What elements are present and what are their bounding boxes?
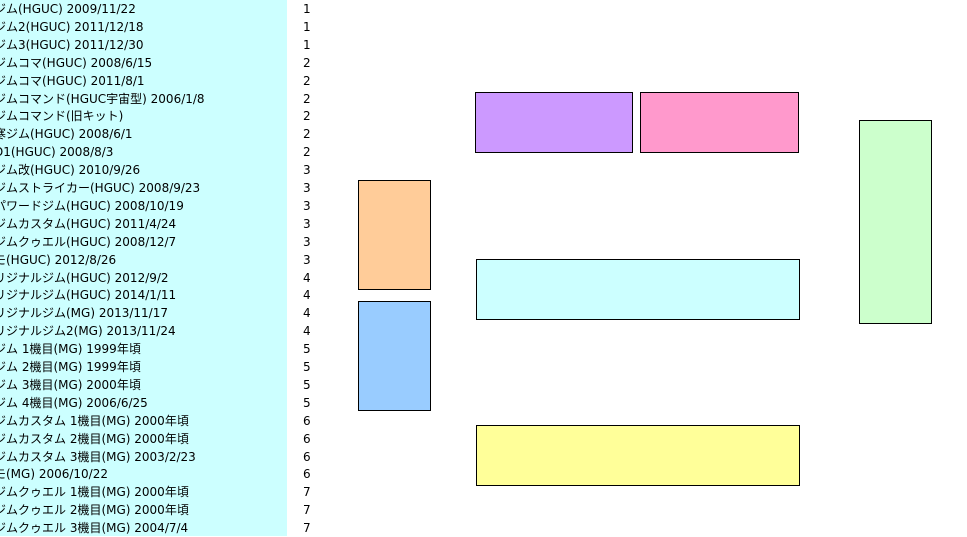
item-label: リジナルジム2(MG) 2013/11/24 [0,324,176,339]
item-value: 4 [303,288,311,303]
item-value: 3 [303,234,311,249]
item-label: ジムコマンド(旧キット) [0,109,124,124]
item-label: 寒ジム(HGUC) 2008/6/1 [0,127,133,142]
item-value: 2 [303,55,311,70]
item-value: 7 [303,485,311,500]
item-label: ジムコマンド(HGUC宇宙型) 2006/1/8 [0,91,205,106]
item-label: モ(MG) 2006/10/22 [0,467,108,482]
item-label: ジムストライカー(HGUC) 2008/9/23 [0,181,201,195]
item-label: ジムクゥエル 1機目(MG) 2000年頃 [0,485,189,500]
item-label: ジムクゥエル(HGUC) 2008/12/7 [0,234,177,249]
item-value: 4 [303,324,311,339]
item-value: 1 [303,37,311,52]
item-label: パワードジム(HGUC) 2008/10/19 [0,198,184,213]
item-label: リジナルジム(MG) 2013/11/17 [0,306,168,321]
item-label: リジナルジム(HGUC) 2012/9/2 [0,270,169,285]
item-value: 6 [303,431,311,446]
item-value: 6 [303,449,311,464]
item-value: 1 [303,2,311,16]
item-list-panel: ジム(HGUC) 2009/11/22 ジム2(HGUC) 2011/12/18 ジ… [0,0,287,536]
item-value: 3 [303,252,311,267]
item-label: ジムカスタム 1機目(MG) 2000年頃 [0,413,189,428]
item-label: ジムカスタム(HGUC) 2011/4/24 [0,216,177,231]
item-value: 2 [303,91,311,106]
purple-box [475,92,633,153]
orange-box [358,180,431,290]
item-value: 3 [303,181,311,195]
item-label: ジムカスタム 2機目(MG) 2000年頃 [0,431,189,446]
item-label: ジム 1機目(MG) 1999年頃 [0,342,141,357]
item-label: ジムカスタム 3機目(MG) 2003/2/23 [0,449,196,464]
item-label: D1(HGUC) 2008/8/3 [0,145,114,160]
item-label: ジム改(HGUC) 2010/9/26 [0,163,141,178]
item-label: ジム(HGUC) 2009/11/22 [0,2,136,16]
item-label: ジムクゥエル 2機目(MG) 2000年頃 [0,503,189,518]
item-value: 6 [303,413,311,428]
item-label: ジムクゥエル 3機目(MG) 2004/7/4 [0,521,189,536]
item-value: 5 [303,377,311,392]
cyan-box [476,259,800,320]
item-label: ジム3(HGUC) 2011/12/30 [0,37,144,52]
item-value: 2 [303,127,311,142]
item-value: 7 [303,521,311,536]
item-value: 3 [303,198,311,213]
green-box [859,120,932,324]
item-label: ジム 4機目(MG) 2006/6/25 [0,395,148,410]
blue-box [358,301,431,411]
item-value: 4 [303,270,311,285]
pink-box [640,92,799,153]
item-value: 5 [303,342,311,357]
item-label: ジムコマ(HGUC) 2011/8/1 [0,73,145,88]
item-value: 5 [303,395,311,410]
item-value: 1 [303,19,311,34]
item-value: 2 [303,73,311,88]
yellow-box [476,425,800,486]
item-label: リジナルジム(HGUC) 2014/1/11 [0,288,177,303]
item-label: ジム2(HGUC) 2011/12/18 [0,19,144,34]
item-label: ジムコマ(HGUC) 2008/6/15 [0,55,153,70]
item-value: 3 [303,163,311,178]
item-value: 2 [303,109,311,124]
item-value: 6 [303,467,311,482]
item-value: 4 [303,306,311,321]
item-label: ジム 3機目(MG) 2000年頃 [0,377,141,392]
item-value: 7 [303,503,311,518]
item-value: 2 [303,145,311,160]
item-value: 5 [303,360,311,374]
item-label: ジム 2機目(MG) 1999年頃 [0,360,141,374]
item-label: モ(HGUC) 2012/8/26 [0,252,117,267]
item-value: 3 [303,216,311,231]
